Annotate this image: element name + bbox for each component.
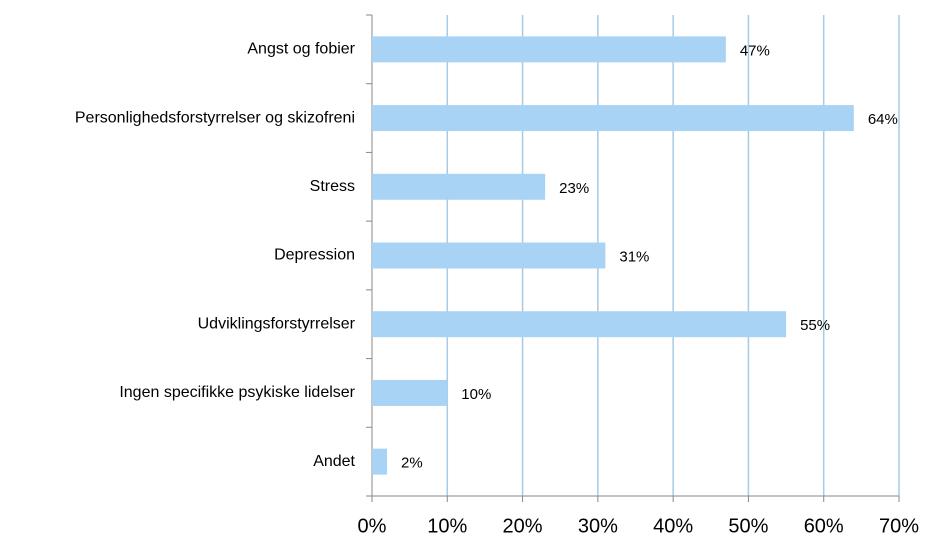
category-label: Angst og fobier <box>247 41 355 58</box>
category-label: Udviklingsforstyrrelser <box>198 315 356 332</box>
x-tick-label: 10% <box>427 515 467 537</box>
value-label: 31% <box>619 248 649 265</box>
value-label: 55% <box>800 317 830 334</box>
x-tick-label: 40% <box>653 515 693 537</box>
category-label: Personlighedsforstyrrelser og skizofreni <box>75 109 355 126</box>
value-label: 23% <box>559 180 589 197</box>
category-label: Depression <box>274 247 355 264</box>
value-label: 47% <box>740 42 770 59</box>
value-label: 10% <box>461 386 491 403</box>
value-label: 2% <box>401 455 423 472</box>
x-tick-label: 70% <box>879 515 919 537</box>
category-label: Stress <box>310 178 355 195</box>
bar <box>372 105 854 132</box>
x-tick-label: 50% <box>728 515 768 537</box>
bar <box>372 242 606 269</box>
x-tick-label: 20% <box>503 515 543 537</box>
bar <box>372 36 726 63</box>
bar <box>372 448 388 475</box>
x-tick-label: 0% <box>358 515 387 537</box>
category-label: Ingen specifikke psykiske lidelser <box>119 384 355 401</box>
bar <box>372 379 448 406</box>
bar <box>372 173 546 200</box>
bar <box>372 311 787 338</box>
value-label: 64% <box>868 111 898 128</box>
category-label: Andet <box>313 453 355 470</box>
x-tick-label: 30% <box>578 515 618 537</box>
x-tick-label: 60% <box>804 515 844 537</box>
